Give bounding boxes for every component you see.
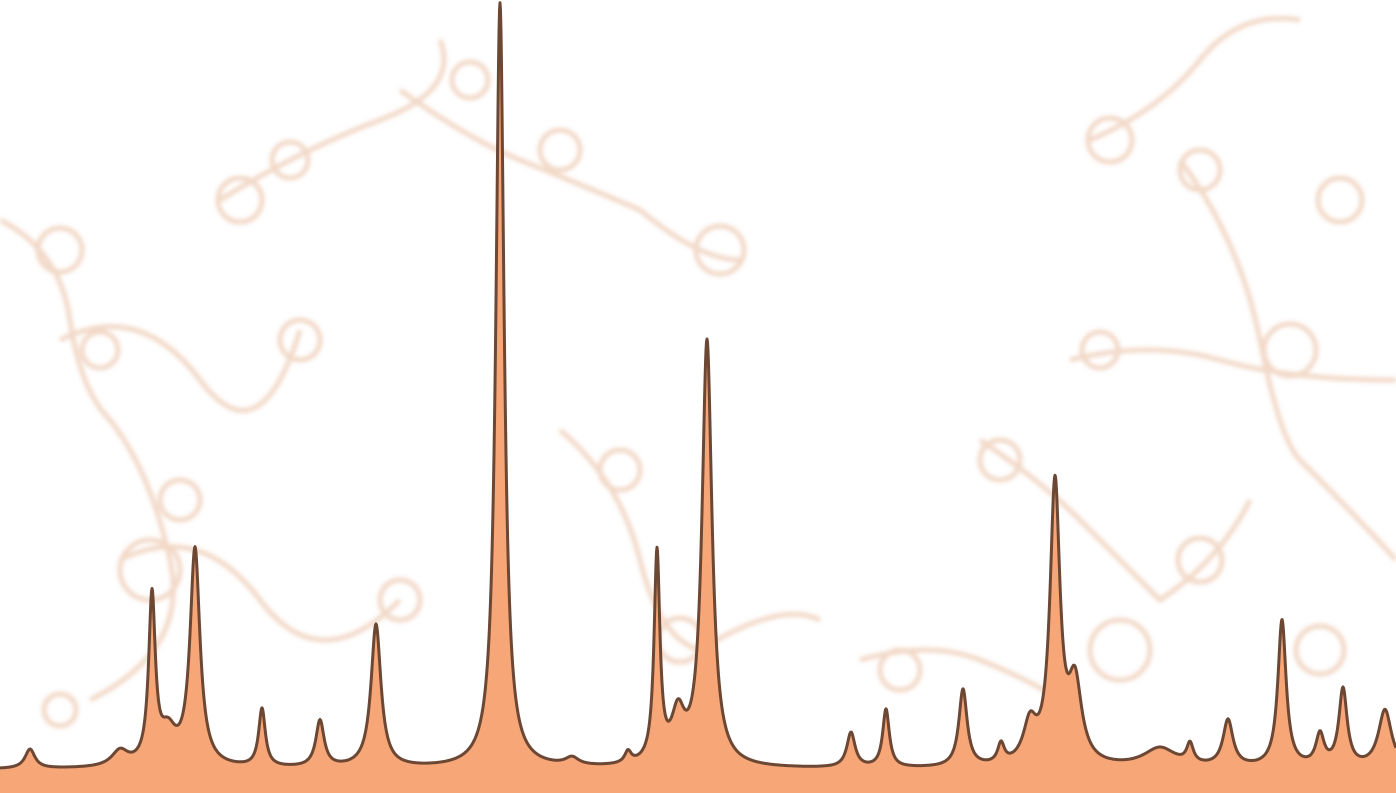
peak-18	[1028, 710, 1032, 714]
peak-2	[150, 587, 154, 591]
peak-19	[1053, 473, 1057, 477]
peak-1	[118, 746, 122, 750]
peak-4	[193, 545, 197, 549]
peak-27	[1383, 707, 1387, 711]
peak-3	[166, 715, 170, 719]
peak-25	[1318, 729, 1322, 733]
peak-22	[1188, 739, 1192, 743]
peak-21	[1158, 745, 1162, 749]
peak-10	[626, 748, 630, 752]
peak-26	[1341, 685, 1345, 689]
peak-8	[498, 1, 502, 5]
peak-12	[676, 697, 680, 701]
peak-0	[28, 747, 32, 751]
peak-14	[849, 730, 853, 734]
peak-16	[961, 687, 965, 691]
peak-17	[999, 739, 1003, 743]
peak-20	[1073, 664, 1077, 668]
peak-24	[1280, 618, 1284, 622]
peak-15	[884, 707, 888, 711]
spectrum-area	[0, 3, 1396, 793]
peak-23	[1226, 717, 1230, 721]
peak-6	[318, 718, 322, 722]
peak-13	[705, 337, 709, 341]
peak-5	[260, 706, 264, 710]
peak-9	[570, 754, 574, 758]
spectrum-line	[0, 3, 1396, 768]
peak-11	[655, 545, 659, 549]
peak-7	[374, 622, 378, 626]
